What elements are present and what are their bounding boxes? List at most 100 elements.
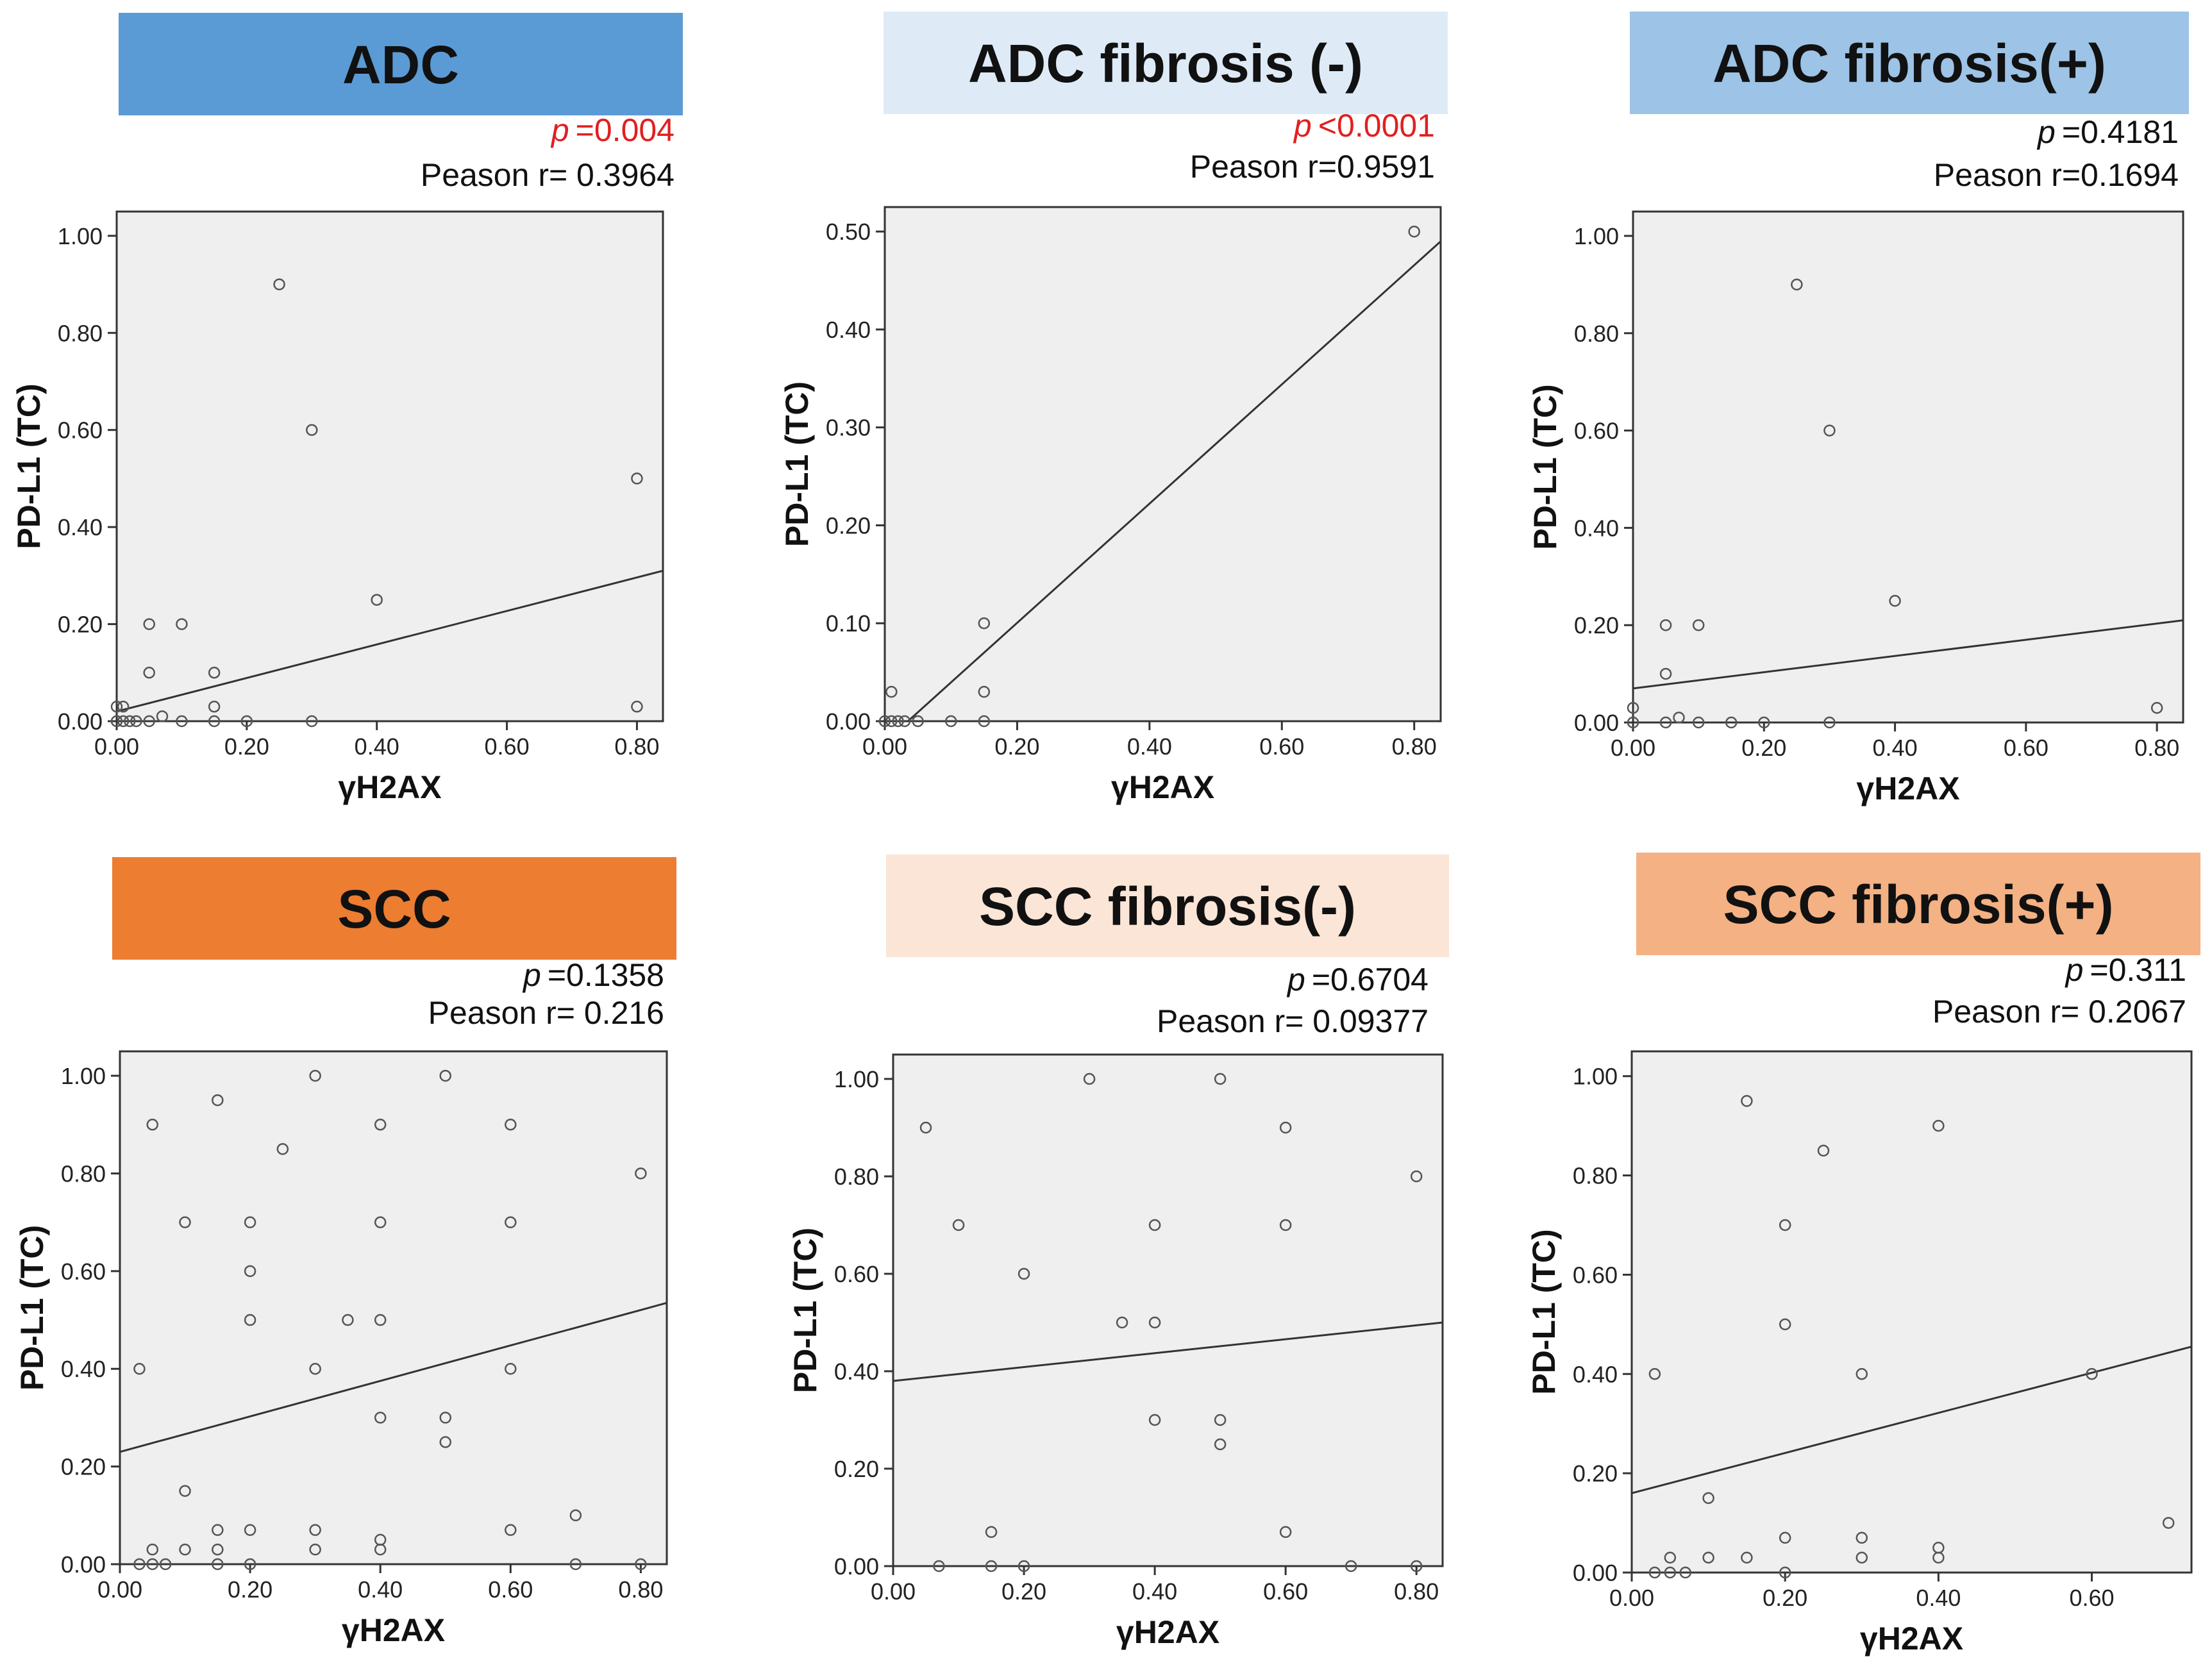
data-point [133, 1558, 146, 1571]
data-point [635, 1558, 647, 1571]
data-point [912, 715, 924, 728]
data-point [309, 1543, 321, 1556]
x-tick-label: 0.00 [94, 733, 139, 760]
y-tick-label: 0.20 [1573, 1460, 1618, 1487]
data-point [146, 1543, 159, 1556]
data-point [124, 715, 136, 728]
data-point [985, 1560, 998, 1573]
panel-header-box [1636, 853, 2200, 955]
x-tick-label: 0.60 [2004, 735, 2049, 761]
y-tick-label: 0.20 [61, 1454, 106, 1480]
x-tick-label: 0.20 [1763, 1585, 1807, 1611]
data-point [1741, 1551, 1753, 1564]
data-point [919, 1121, 932, 1134]
data-point [1856, 1532, 1868, 1544]
y-tick-label: 0.80 [61, 1160, 106, 1187]
p-value: =0.4181 [2062, 114, 2179, 150]
data-point [212, 1543, 224, 1556]
plot-area [884, 206, 1442, 722]
pearson-r-text: Peason r= 0.216 [428, 995, 664, 1031]
data-point [1648, 1368, 1661, 1380]
y-tick-label: 0.50 [826, 219, 871, 245]
data-point [306, 715, 318, 728]
data-point [374, 1119, 387, 1131]
y-tick-label: 0.20 [1574, 612, 1619, 639]
chart-panel-3: ADC fibrosis(+) p =0.4181 Peason r=0.1694 0.… [1527, 12, 2189, 806]
y-tick-label: 0.80 [1573, 1163, 1618, 1189]
data-point [1673, 712, 1685, 724]
data-point [110, 701, 123, 713]
data-point [1823, 424, 1836, 437]
p-symbol: p [2036, 114, 2056, 150]
data-point [1279, 1219, 1292, 1231]
data-point [244, 1314, 256, 1326]
x-axis-label: γH2AX [1856, 771, 1959, 806]
x-axis-label: γH2AX [338, 769, 441, 805]
data-point [133, 1362, 146, 1375]
plot-area [115, 210, 664, 722]
fit-line [1633, 619, 2183, 690]
data-point [978, 617, 991, 630]
x-tick-label: 0.40 [1916, 1585, 1961, 1611]
panel-title: SCC [337, 879, 451, 939]
y-axis-label: PD-L1 (TC) [1526, 1229, 1562, 1394]
p-value-text: p =0.4181 [2036, 114, 2179, 150]
data-point [2150, 701, 2163, 714]
data-point [1779, 1566, 1791, 1579]
panel-header-box [119, 13, 683, 115]
data-point [631, 472, 643, 485]
panel-header-box [886, 855, 1449, 957]
x-tick-label: 0.20 [1001, 1578, 1046, 1605]
y-tick-label: 0.60 [1574, 418, 1619, 444]
plot-area [892, 1053, 1444, 1567]
x-tick-label: 0.40 [1132, 1578, 1177, 1605]
data-point [146, 1558, 159, 1571]
data-point [1741, 1095, 1753, 1107]
pearson-r-text: Peason r=0.9591 [1190, 149, 1435, 185]
chart-panel-1: ADC p =0.004 Peason r= 0.3964 0.00 0.20 0.40 0.… [11, 13, 683, 805]
data-point [1856, 1551, 1868, 1564]
x-tick-label: 0.00 [1609, 1585, 1654, 1611]
x-axis-label: γH2AX [342, 1612, 445, 1648]
data-point [1410, 1560, 1423, 1573]
data-point [374, 1216, 387, 1228]
data-point [1408, 225, 1420, 238]
fit-line [907, 240, 1441, 721]
x-tick-label: 0.00 [97, 1576, 142, 1603]
y-tick-label: 1.00 [834, 1066, 879, 1092]
data-point [1856, 1368, 1868, 1380]
data-point [1659, 716, 1672, 729]
data-point [117, 715, 130, 728]
data-point [208, 715, 221, 728]
data-point [569, 1509, 582, 1522]
p-symbol: p [2065, 952, 2084, 988]
data-point [505, 1216, 517, 1228]
chart-panel-5: SCC fibrosis(-) p =0.6704 Peason r= 0.09377… [787, 855, 1449, 1650]
data-point [309, 1524, 321, 1536]
data-point [898, 715, 911, 728]
data-point [240, 715, 253, 728]
y-tick-label: 0.00 [58, 708, 103, 735]
panel-header-box [1630, 12, 2189, 114]
x-axis-label: γH2AX [1860, 1621, 1963, 1657]
y-tick-label: 0.00 [61, 1551, 106, 1578]
data-point [374, 1314, 387, 1326]
panel-title: ADC fibrosis (-) [968, 33, 1363, 94]
data-point [439, 1412, 451, 1424]
panel-title: ADC fibrosis(+) [1713, 33, 2106, 94]
data-point [1817, 1144, 1830, 1157]
data-point [117, 701, 130, 713]
data-point [1725, 716, 1738, 729]
data-point [1148, 1219, 1161, 1231]
chart-panel-6: SCC fibrosis(+) p =0.311 Peason r= 0.2067 0.… [1526, 853, 2200, 1657]
x-tick-label: 0.80 [2134, 735, 2179, 761]
y-tick-label: 0.80 [58, 320, 103, 346]
y-tick-label: 0.60 [58, 417, 103, 444]
data-point [374, 1412, 387, 1424]
data-point [1779, 1318, 1791, 1331]
data-point [1648, 1566, 1661, 1579]
y-tick-label: 0.10 [826, 610, 871, 637]
data-point [1214, 1414, 1227, 1426]
data-point [1116, 1316, 1128, 1329]
